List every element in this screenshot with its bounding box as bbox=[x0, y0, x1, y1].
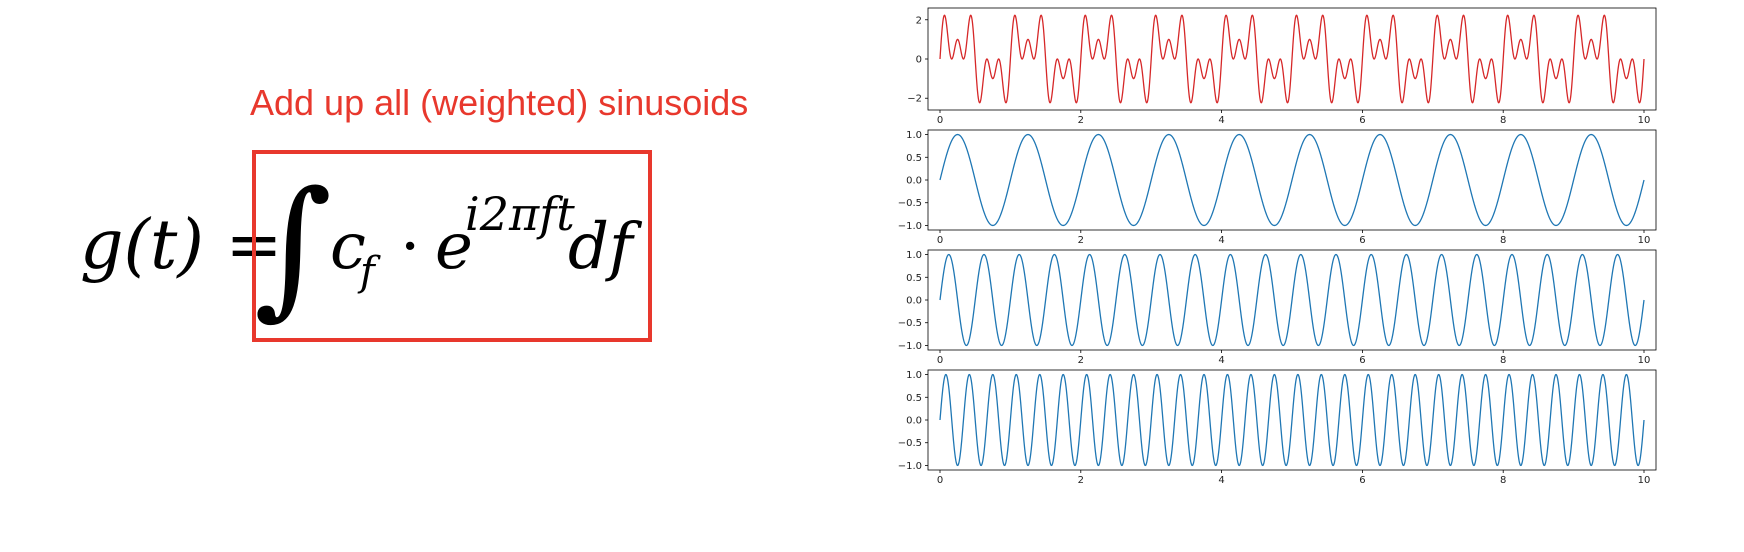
y-tick-label: −1.0 bbox=[898, 221, 922, 232]
caption: Add up all (weighted) sinusoids bbox=[250, 82, 749, 123]
formula-lhs: g(t) = bbox=[80, 206, 283, 285]
y-tick-label: 0.5 bbox=[906, 273, 922, 284]
x-tick-label: 2 bbox=[1078, 475, 1084, 486]
x-tick-label: 0 bbox=[937, 115, 943, 126]
x-tick-label: 10 bbox=[1638, 475, 1651, 486]
x-tick-label: 8 bbox=[1500, 115, 1506, 126]
x-tick-label: 4 bbox=[1218, 235, 1224, 246]
y-tick-label: −1.0 bbox=[898, 461, 922, 472]
series-line bbox=[939, 253, 1645, 347]
formula-dot: · bbox=[400, 210, 420, 284]
y-tick-label: −2 bbox=[907, 94, 922, 105]
x-tick-label: 6 bbox=[1359, 475, 1365, 486]
x-tick-label: 2 bbox=[1078, 235, 1084, 246]
x-tick-label: 6 bbox=[1359, 115, 1365, 126]
x-tick-label: 4 bbox=[1218, 475, 1224, 486]
formula-coefficient-subscript: f bbox=[357, 249, 381, 295]
formula-coefficient: c bbox=[330, 210, 366, 284]
y-tick-label: 1.0 bbox=[906, 130, 922, 141]
y-tick-label: −1.0 bbox=[898, 341, 922, 352]
y-tick-label: 0.5 bbox=[906, 153, 922, 164]
x-tick-label: 0 bbox=[937, 355, 943, 366]
y-tick-label: 0.5 bbox=[906, 393, 922, 404]
x-tick-label: 10 bbox=[1638, 235, 1651, 246]
x-tick-label: 4 bbox=[1218, 115, 1224, 126]
y-tick-label: 1.0 bbox=[906, 370, 922, 381]
formula-exponential-base: e bbox=[435, 210, 473, 284]
y-tick-label: −0.5 bbox=[898, 198, 922, 209]
y-tick-label: 0 bbox=[916, 55, 922, 66]
x-tick-label: 8 bbox=[1500, 355, 1506, 366]
formula-exponent: i2πft bbox=[465, 187, 575, 241]
x-tick-label: 0 bbox=[937, 235, 943, 246]
fourier-formula: g(t) = ∫ c f · e i2πft df bbox=[80, 150, 652, 342]
formula-differential: df bbox=[568, 210, 643, 284]
x-tick-label: 10 bbox=[1638, 115, 1651, 126]
y-tick-label: 0.0 bbox=[906, 296, 922, 307]
x-tick-label: 6 bbox=[1359, 355, 1365, 366]
x-tick-label: 8 bbox=[1500, 475, 1506, 486]
y-tick-label: 0.0 bbox=[906, 416, 922, 427]
x-tick-label: 4 bbox=[1218, 355, 1224, 366]
series-line bbox=[939, 133, 1645, 227]
y-tick-label: −0.5 bbox=[898, 438, 922, 449]
x-tick-label: 8 bbox=[1500, 235, 1506, 246]
sinusoid-plots: 0 2 4 6 8 10 −2 0 2 0 2 4 6 8 10 1.0 0.5 0.0 −0.5 −1.0 0 2 4 6 8… bbox=[898, 7, 1657, 486]
y-tick-label: 2 bbox=[916, 15, 922, 26]
x-tick-label: 0 bbox=[937, 475, 943, 486]
x-tick-label: 10 bbox=[1638, 355, 1651, 366]
series-line bbox=[939, 14, 1645, 104]
y-tick-label: 0.0 bbox=[906, 176, 922, 187]
series-line bbox=[939, 373, 1645, 467]
y-tick-label: −0.5 bbox=[898, 318, 922, 329]
integral-sign: ∫ bbox=[254, 160, 332, 334]
formula-highlight-box bbox=[252, 150, 652, 342]
x-tick-label: 2 bbox=[1078, 355, 1084, 366]
x-tick-label: 2 bbox=[1078, 115, 1084, 126]
x-tick-label: 6 bbox=[1359, 235, 1365, 246]
y-tick-label: 1.0 bbox=[906, 250, 922, 261]
